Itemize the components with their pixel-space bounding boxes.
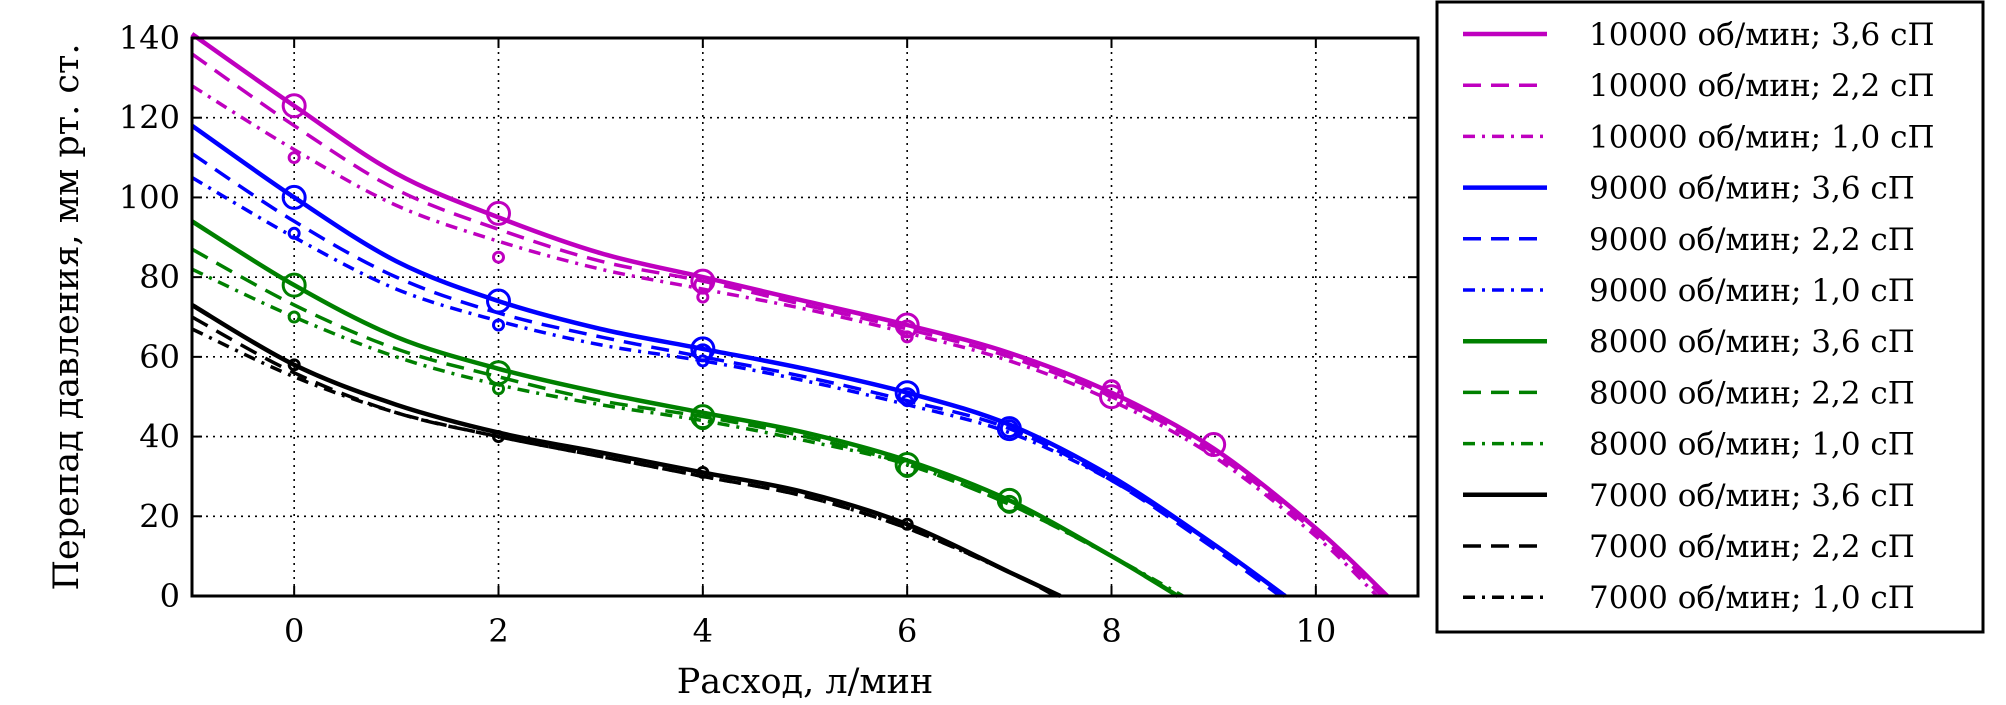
data-point (287, 151, 301, 165)
x-tick-label: 2 (488, 612, 508, 650)
series-line (190, 123, 1287, 598)
data-point (492, 318, 505, 332)
legend-label: 9000 об/мин; 1,0 сП (1589, 273, 1915, 309)
x-tick-label: 0 (284, 612, 304, 650)
y-tick-label: 120 (119, 99, 180, 137)
data-point (999, 419, 1019, 439)
x-tick-label: 4 (693, 612, 713, 650)
legend: 10000 об/мин; 3,6 сП 10000 об/мин; 2,2 сП… (1435, 0, 1985, 634)
data-point (486, 200, 511, 226)
data-point (492, 382, 505, 396)
data-point (1099, 384, 1124, 410)
legend-label: 9000 об/мин; 2,2 сП (1589, 222, 1915, 258)
y-tick-label: 140 (119, 19, 180, 57)
series-lines (190, 32, 1389, 599)
x-tick-label: 10 (1295, 612, 1336, 650)
x-axis-label: Расход, л/мин (677, 662, 934, 702)
legend-label: 10000 об/мин; 1,0 сП (1589, 119, 1935, 155)
legend-label: 8000 об/мин; 3,6 сП (1589, 324, 1915, 360)
data-point (900, 394, 914, 408)
data-point (996, 416, 1022, 442)
series-line (191, 327, 1062, 598)
y-tick-label: 20 (139, 497, 180, 535)
data-point (287, 310, 301, 324)
data-point (281, 93, 307, 119)
data-point (281, 272, 307, 298)
series-line (190, 32, 1389, 598)
data-point (696, 354, 710, 368)
y-tick-label: 60 (139, 338, 180, 376)
legend-label: 7000 об/мин; 2,2 сП (1589, 529, 1915, 565)
plot-frame (190, 36, 1420, 598)
y-tick-label: 0 (160, 577, 180, 615)
data-point (492, 250, 505, 264)
data-point (486, 288, 511, 314)
data-point (287, 226, 301, 240)
y-axis-label: Перепад давления, мм рт. ст. (47, 44, 87, 591)
legend-label: 10000 об/мин; 2,2 сП (1589, 68, 1935, 104)
data-point (897, 458, 917, 478)
data-point (281, 184, 307, 210)
data-point (492, 430, 505, 444)
measured-points (281, 93, 1227, 531)
data-point (693, 411, 713, 431)
series-line (190, 52, 1384, 598)
legend-label: 10000 об/мин; 3,6 сП (1589, 17, 1935, 53)
legend-label: 8000 об/мин; 2,2 сП (1589, 375, 1915, 411)
data-point (696, 465, 710, 479)
x-tick-label: 8 (1101, 612, 1121, 650)
data-point (900, 517, 914, 531)
data-point (1102, 379, 1121, 399)
y-tick-label: 80 (139, 258, 180, 296)
y-tick-label: 100 (119, 178, 180, 216)
data-point (999, 494, 1019, 514)
series-line (191, 84, 1379, 598)
legend-label: 8000 об/мин; 1,0 сП (1589, 427, 1915, 463)
series-line (191, 267, 1184, 598)
legend-label: 7000 об/мин; 1,0 сП (1589, 580, 1915, 616)
data-point (693, 343, 713, 363)
legend-label: 7000 об/мин; 3,6 сП (1589, 478, 1915, 514)
series-line (190, 303, 1062, 599)
data-point (897, 319, 917, 339)
legend-label: 9000 об/мин; 3,6 сП (1589, 171, 1915, 207)
data-point (696, 290, 710, 304)
data-point (900, 330, 914, 344)
y-tick-label: 40 (139, 418, 180, 456)
x-tick-label: 6 (897, 612, 917, 650)
data-point (287, 358, 301, 372)
data-point (1201, 432, 1227, 458)
legend-box (1435, 0, 1985, 634)
